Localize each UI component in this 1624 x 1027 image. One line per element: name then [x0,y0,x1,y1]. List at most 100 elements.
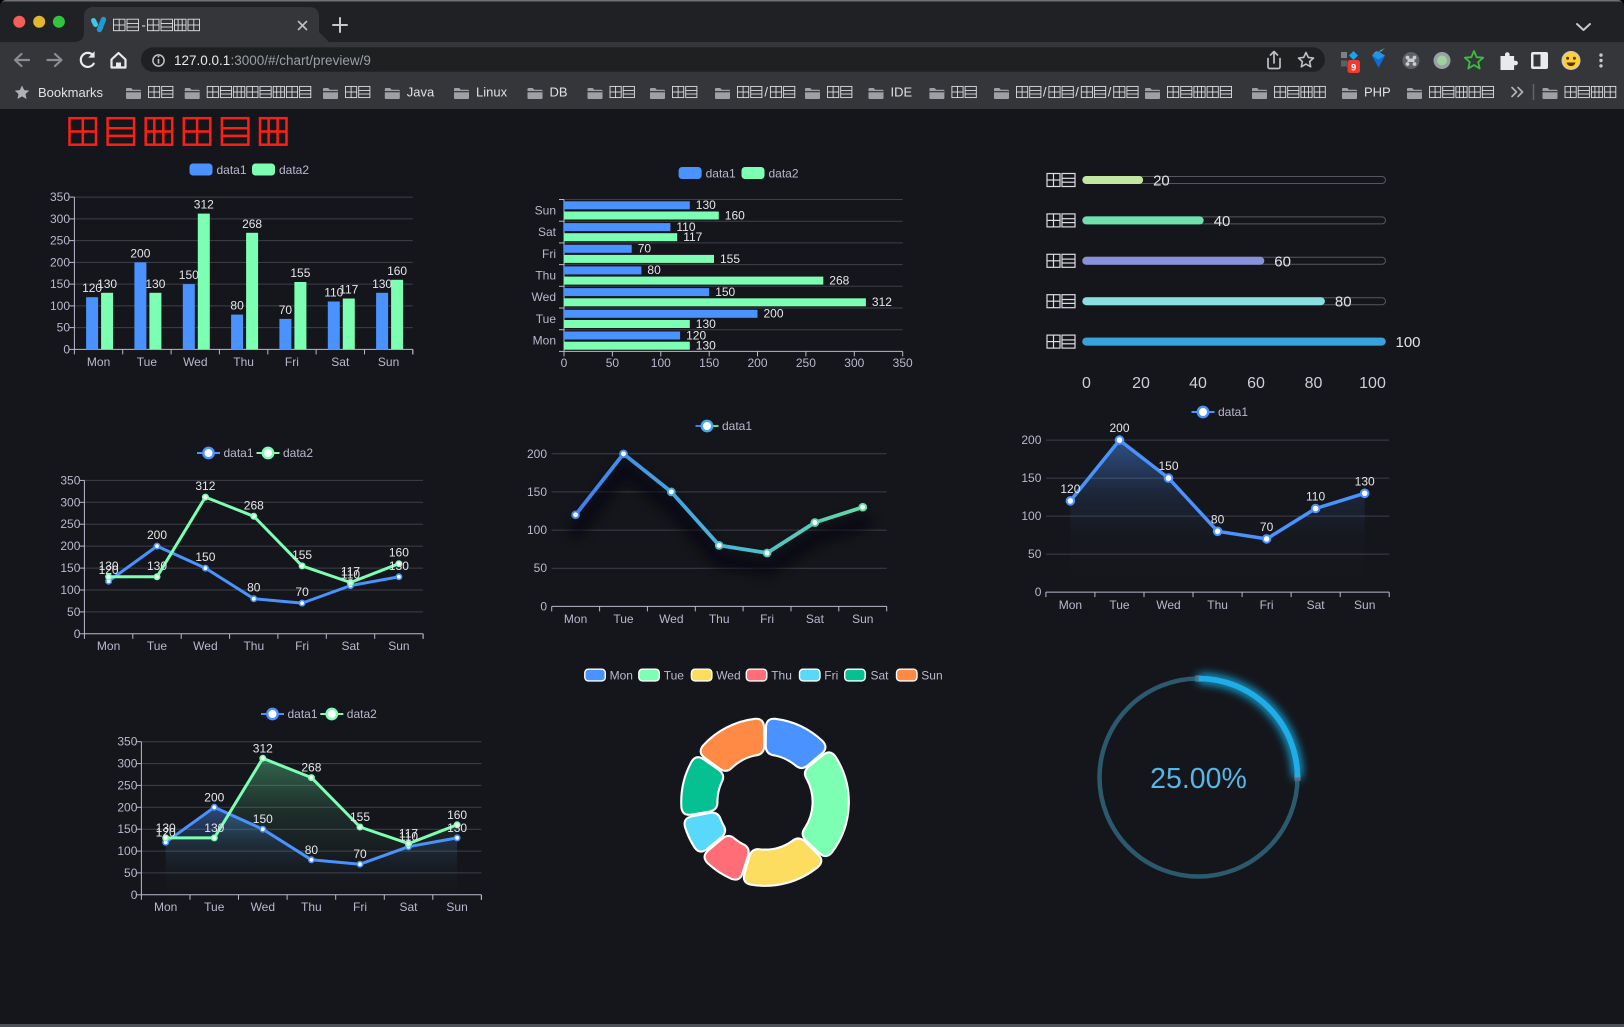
svg-text:350: 350 [50,190,70,204]
svg-text:150: 150 [253,812,273,826]
svg-text:150: 150 [1021,471,1041,485]
svg-text:0: 0 [561,356,568,370]
svg-text:Fri: Fri [285,355,299,369]
svg-text:268: 268 [242,217,262,231]
svg-text:Sat: Sat [331,355,350,369]
svg-text:130: 130 [696,198,716,212]
svg-text:150: 150 [179,268,199,282]
svg-text:100: 100 [1396,334,1421,351]
svg-text:155: 155 [350,810,370,824]
svg-text:Thu: Thu [1207,598,1228,612]
svg-text:130: 130 [147,559,167,573]
svg-text:150: 150 [195,550,215,564]
svg-text:Fri: Fri [353,900,367,914]
svg-text:Thu: Thu [243,639,264,653]
svg-text:40: 40 [1214,213,1231,230]
svg-text:/: / [1108,85,1112,100]
svg-text:Tue: Tue [613,612,634,626]
svg-text:IDE: IDE [891,85,913,100]
svg-text:350: 350 [60,473,80,487]
svg-text:Wed: Wed [193,639,217,653]
svg-text:0: 0 [540,599,547,613]
svg-text:Fri: Fri [295,639,309,653]
svg-text:117: 117 [399,827,418,841]
svg-text:200: 200 [130,246,150,260]
svg-text:130: 130 [1355,474,1375,488]
svg-text:117: 117 [683,230,702,244]
svg-text:80: 80 [230,299,244,313]
svg-text:120: 120 [156,825,176,839]
svg-text:250: 250 [117,778,137,792]
svg-text:Mon: Mon [533,334,556,348]
svg-text:data1: data1 [706,167,736,181]
svg-text:data1: data1 [1218,405,1248,419]
svg-text:20: 20 [1132,375,1150,392]
svg-text:268: 268 [301,761,321,775]
svg-text:Tue: Tue [664,669,685,683]
svg-text:Sat: Sat [538,225,557,239]
svg-text:Tue: Tue [147,639,168,653]
svg-text:127.0.0.1: 127.0.0.1 [174,53,230,68]
svg-text:200: 200 [527,447,547,461]
svg-text:data2: data2 [347,707,377,721]
svg-text:300: 300 [60,495,80,509]
svg-text:70: 70 [295,585,309,599]
svg-text:50: 50 [67,605,81,619]
svg-text:200: 200 [747,356,767,370]
svg-text:312: 312 [194,198,214,212]
svg-text:110: 110 [341,568,360,582]
svg-text:Mon: Mon [87,355,110,369]
svg-text:130: 130 [447,821,467,835]
svg-text:160: 160 [725,208,745,222]
svg-text:350: 350 [117,735,137,749]
svg-text:Fri: Fri [1260,598,1274,612]
svg-text:data2: data2 [283,446,313,460]
svg-text:Tue: Tue [536,312,557,326]
svg-text:Wed: Wed [532,290,556,304]
svg-text:312: 312 [253,741,273,755]
svg-text:150: 150 [715,285,735,299]
svg-text:110: 110 [676,220,695,234]
svg-text:70: 70 [638,242,652,256]
svg-text:Wed: Wed [659,612,683,626]
svg-text:300: 300 [50,212,70,226]
svg-text:PHP: PHP [1364,85,1391,100]
svg-text:data1: data1 [217,163,247,177]
svg-text:160: 160 [389,546,409,560]
svg-text:50: 50 [124,866,138,880]
svg-text:60: 60 [1247,375,1265,392]
svg-text:Wed: Wed [716,669,740,683]
svg-text:Sat: Sat [871,669,890,683]
svg-text:Sat: Sat [806,612,825,626]
svg-text:Tue: Tue [1109,598,1130,612]
svg-text:110: 110 [1306,490,1325,504]
svg-text:/: / [1043,85,1047,100]
svg-text:155: 155 [720,252,740,266]
svg-text:50: 50 [606,356,620,370]
svg-text::3000/#/chart/preview/9: :3000/#/chart/preview/9 [231,53,371,68]
svg-text:40: 40 [1189,375,1207,392]
svg-text:130: 130 [696,339,716,353]
svg-text:130: 130 [372,277,392,291]
svg-text:Wed: Wed [1156,598,1180,612]
svg-text:155: 155 [292,548,312,562]
svg-text:Sun: Sun [388,639,409,653]
svg-text:130: 130 [156,821,176,835]
svg-text:200: 200 [50,255,70,269]
svg-text:Linux: Linux [476,85,508,100]
svg-text:300: 300 [844,356,864,370]
svg-text:200: 200 [764,307,784,321]
svg-text:Sun: Sun [1354,598,1375,612]
svg-text:Sun: Sun [378,355,399,369]
svg-text:data1: data1 [224,446,254,460]
svg-text:/: / [1075,85,1079,100]
svg-text:150: 150 [1158,459,1178,473]
svg-text:80: 80 [1211,512,1225,526]
svg-text:80: 80 [1335,294,1352,311]
svg-text:70: 70 [279,303,293,317]
svg-text:100: 100 [117,844,137,858]
svg-text:117: 117 [339,283,358,297]
svg-text:Fri: Fri [542,247,556,261]
svg-text:100: 100 [1359,375,1386,392]
svg-text:Tue: Tue [204,900,225,914]
